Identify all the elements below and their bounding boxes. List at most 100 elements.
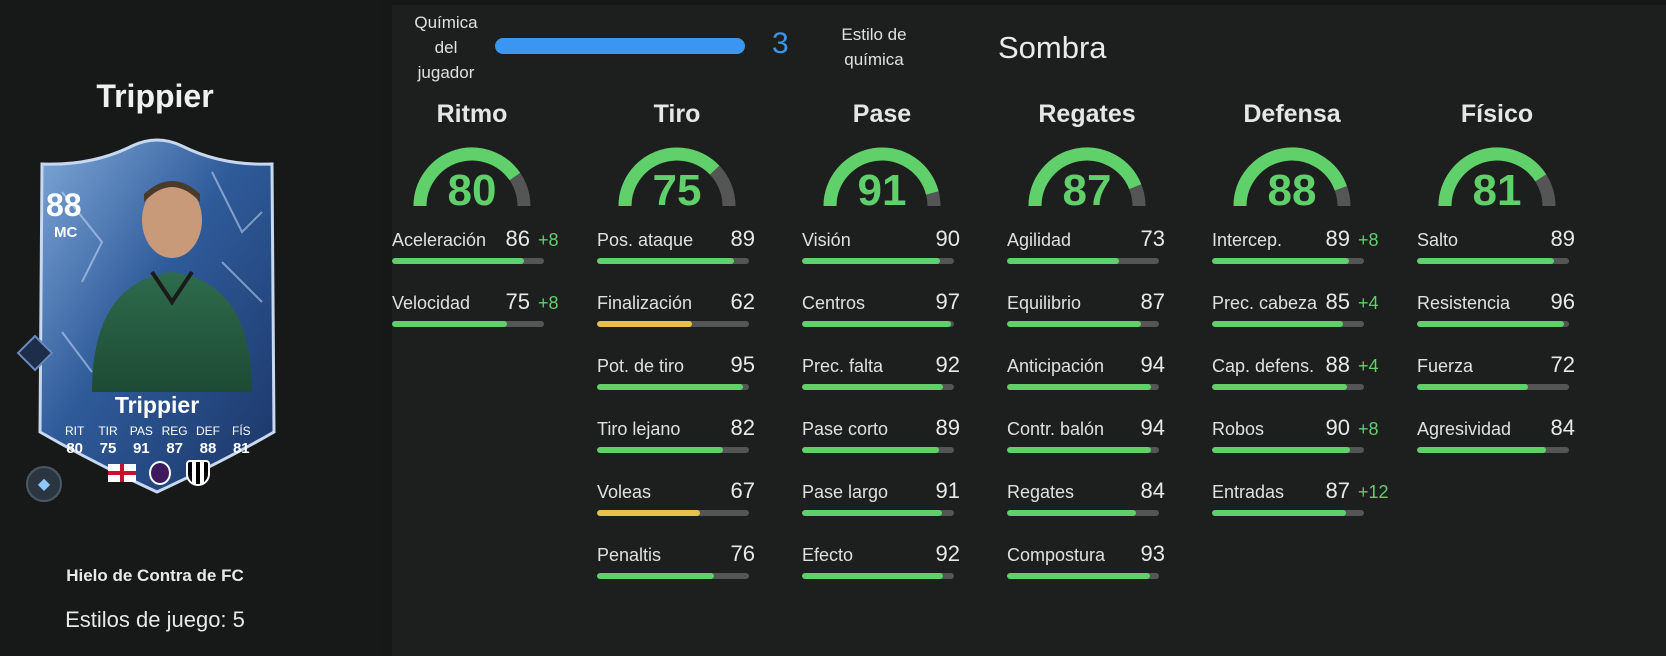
- stat-row[interactable]: Anticipación 94: [1007, 352, 1167, 396]
- category-title: Tiro: [653, 100, 701, 128]
- stat-bar-fill: [1417, 258, 1554, 264]
- stats-panel: Química del jugador 3 Estilo de química …: [392, 5, 1666, 656]
- stat-name: Salto: [1417, 230, 1459, 250]
- stat-bar-fill: [1007, 573, 1150, 579]
- stat-name: Anticipación: [1007, 356, 1105, 376]
- stat-value: 85: [1325, 289, 1350, 314]
- category-title: Pase: [852, 100, 912, 128]
- premier-league-icon: [149, 461, 171, 485]
- stat-value: 87: [1325, 478, 1350, 503]
- stat-bar: [1212, 447, 1364, 453]
- chemistry-style-value[interactable]: Sombra: [998, 30, 1107, 65]
- category-title: Físico: [1460, 100, 1534, 128]
- stat-value: 90: [1325, 415, 1350, 440]
- stat-name: Velocidad: [392, 293, 471, 313]
- stat-name: Fuerza: [1417, 356, 1474, 376]
- stat-row[interactable]: Entradas 87 +12: [1212, 478, 1389, 522]
- card-stat-label: FÍS: [231, 424, 251, 438]
- stat-value: 92: [935, 352, 960, 377]
- stat-row[interactable]: Finalización 62: [597, 289, 757, 333]
- stat-bar: [597, 321, 749, 327]
- stat-name: Pase corto: [802, 419, 889, 439]
- stat-bar-fill: [597, 510, 700, 516]
- stat-bar-fill: [802, 384, 944, 390]
- stat-row[interactable]: Agresividad 84: [1417, 415, 1577, 459]
- category-gauge: 80: [407, 142, 537, 216]
- stat-row[interactable]: Prec. cabeza 85 +4: [1212, 289, 1379, 333]
- card-position: MC: [54, 224, 78, 241]
- stat-value: 75: [505, 289, 530, 314]
- stat-bar: [1007, 258, 1159, 264]
- stat-row[interactable]: Voleas 67: [597, 478, 757, 522]
- chemistry-style-icon[interactable]: ◆: [26, 466, 62, 502]
- card-rating: 88: [46, 187, 82, 223]
- stat-row[interactable]: Velocidad 75 +8: [392, 289, 559, 333]
- stat-bar-fill: [1007, 321, 1141, 327]
- stat-bar-fill: [1417, 321, 1565, 327]
- card-stat-value: 91: [132, 440, 150, 457]
- stat-bar-fill: [1417, 447, 1546, 453]
- stat-bar: [597, 573, 749, 579]
- player-card[interactable]: 88 MC Trippier RIT TIR PAS REG DEF FÍS 80 75 91 8…: [22, 132, 292, 512]
- stat-name: Efecto: [802, 545, 854, 565]
- stat-row[interactable]: Penaltis 76: [597, 541, 757, 585]
- stat-bar-fill: [1212, 510, 1346, 516]
- stat-name: Entradas: [1212, 482, 1285, 502]
- stat-row[interactable]: Pos. ataque 89: [597, 226, 757, 270]
- stat-boost: +4: [1358, 356, 1379, 376]
- stat-bar: [1212, 321, 1364, 327]
- stat-row[interactable]: Compostura 93: [1007, 541, 1167, 585]
- stat-value: 72: [1550, 352, 1575, 377]
- gauge-fill: [1028, 147, 1142, 207]
- stat-column-3: Regates 87: [1007, 100, 1167, 216]
- stat-row[interactable]: Regates 84: [1007, 478, 1167, 522]
- stat-row[interactable]: Resistencia 96: [1417, 289, 1577, 333]
- stat-bar: [802, 321, 954, 327]
- stat-bar-fill: [597, 384, 743, 390]
- stat-row[interactable]: Visión 90: [802, 226, 962, 270]
- category-gauge: 81: [1432, 142, 1562, 216]
- stat-column-5: Físico 81: [1417, 100, 1577, 216]
- stat-row[interactable]: Pot. de tiro 95: [597, 352, 757, 396]
- stat-column-1: Tiro 75: [597, 100, 757, 216]
- stat-row[interactable]: Fuerza 72: [1417, 352, 1577, 396]
- stat-row[interactable]: Salto 89: [1417, 226, 1577, 270]
- stat-bar: [802, 573, 954, 579]
- stat-row[interactable]: Intercep. 89 +8: [1212, 226, 1379, 270]
- category-gauge: 88: [1227, 142, 1357, 216]
- stat-bar-fill: [802, 258, 941, 264]
- stat-bar-fill: [802, 510, 942, 516]
- stat-bar-fill: [1007, 258, 1120, 264]
- stat-name: Pos. ataque: [597, 230, 694, 250]
- card-badges: [108, 460, 212, 486]
- stat-row[interactable]: Efecto 92: [802, 541, 962, 585]
- stat-name: Pot. de tiro: [597, 356, 685, 376]
- stat-row[interactable]: Aceleración 86 +8: [392, 226, 559, 270]
- card-stat-value: 81: [232, 440, 250, 457]
- stat-bar: [1417, 258, 1569, 264]
- stat-row[interactable]: Tiro lejano 82: [597, 415, 757, 459]
- stat-row[interactable]: Equilibrio 87: [1007, 289, 1167, 333]
- stat-row[interactable]: Prec. falta 92: [802, 352, 962, 396]
- stat-value: 95: [730, 352, 755, 377]
- stat-row[interactable]: Pase largo 91: [802, 478, 962, 522]
- player-name-title: Trippier: [96, 78, 214, 114]
- stat-row[interactable]: Pase corto 89: [802, 415, 962, 459]
- stat-bar-fill: [392, 258, 525, 264]
- stat-row[interactable]: Robos 90 +8: [1212, 415, 1379, 459]
- stat-value: 89: [1550, 226, 1575, 251]
- stat-bar-fill: [1007, 447, 1152, 453]
- stat-value: 89: [1325, 226, 1350, 251]
- stat-row[interactable]: Centros 97: [802, 289, 962, 333]
- player-card-panel: Trippier 88 MC Trippier: [0, 0, 380, 656]
- stat-row[interactable]: Agilidad 73: [1007, 226, 1167, 270]
- stat-row[interactable]: Contr. balón 94: [1007, 415, 1167, 459]
- stat-bar: [597, 447, 749, 453]
- stat-bar-fill: [802, 321, 951, 327]
- stat-boost: +12: [1358, 482, 1389, 502]
- stat-name: Robos: [1212, 419, 1265, 439]
- card-stat-label: DEF: [195, 424, 220, 438]
- stat-row[interactable]: Cap. defens. 88 +4: [1212, 352, 1379, 396]
- stat-boost: +8: [538, 230, 559, 250]
- stat-boost: +8: [1358, 419, 1379, 439]
